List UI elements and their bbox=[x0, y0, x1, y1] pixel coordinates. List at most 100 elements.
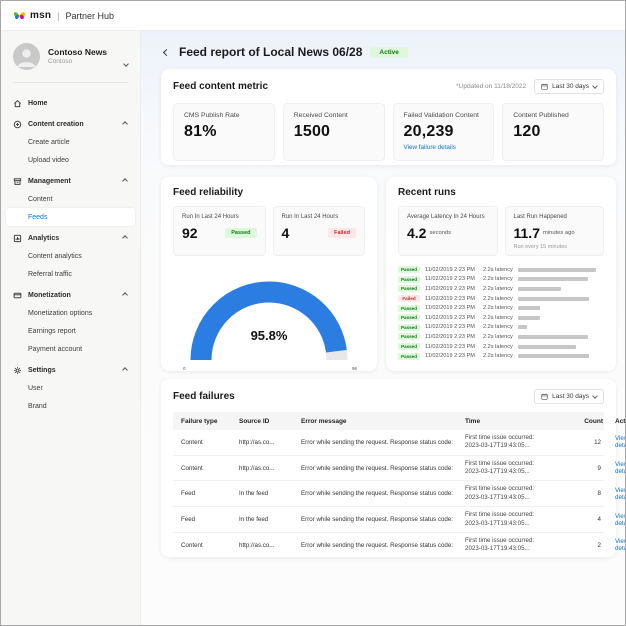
error-message: Error while sending the request. Respons… bbox=[301, 516, 454, 524]
column-header: Source ID bbox=[239, 417, 270, 425]
back-icon[interactable] bbox=[161, 47, 171, 57]
status-badge: Active bbox=[370, 46, 408, 58]
run-row[interactable]: Passed 11/02/2019 2:23 PM 2.2s latency bbox=[398, 351, 604, 361]
run-status-badge: Passed bbox=[398, 323, 420, 331]
run-row[interactable]: Passed 11/02/2019 2:23 PM 2.2s latency bbox=[398, 332, 604, 342]
updated-timestamp: *Updated on 11/18/2022 bbox=[456, 83, 527, 90]
sidebar-item-label: Content creation bbox=[28, 120, 84, 128]
gauge-max-label: 96 bbox=[351, 366, 357, 371]
plus-circle-icon bbox=[13, 120, 22, 129]
tile-value: 4 bbox=[281, 225, 290, 241]
view-details-link[interactable]: View details bbox=[615, 538, 625, 553]
failure-type: Feed bbox=[181, 490, 196, 498]
bar-chart-icon bbox=[13, 234, 22, 243]
date-range-dropdown[interactable]: Last 30 days bbox=[534, 79, 604, 94]
chevron-up-icon bbox=[122, 366, 128, 374]
sidebar-item-earnings-report[interactable]: Earnings report bbox=[1, 322, 140, 340]
sidebar-item-user[interactable]: User bbox=[1, 379, 140, 397]
org-name: Contoso News bbox=[48, 47, 108, 58]
run-row[interactable]: Passed 11/02/2019 2:23 PM 2.2s latency bbox=[398, 342, 604, 352]
run-row[interactable]: Passed 11/02/2019 2:23 PM 2.2s latency bbox=[398, 265, 604, 275]
source-id: http://as.co... bbox=[239, 438, 275, 446]
run-row[interactable]: Failed 11/02/2019 2:23 PM 2.2s latency bbox=[398, 294, 604, 304]
column-header: Failure type bbox=[181, 417, 218, 425]
tile-value: 4.2 bbox=[407, 225, 427, 241]
time-line1: First time issue occurred: bbox=[465, 459, 535, 467]
sidebar-item-settings[interactable]: Settings bbox=[1, 361, 140, 379]
sidebar-item-referral-traffic[interactable]: Referral traffic bbox=[1, 265, 140, 283]
failure-count: 4 bbox=[597, 516, 601, 524]
run-row[interactable]: Passed 11/02/2019 2:23 PM 2.2s latency bbox=[398, 323, 604, 333]
sidebar-item-content-creation[interactable]: Content creation bbox=[1, 115, 140, 133]
sidebar-item-analytics[interactable]: Analytics bbox=[1, 229, 140, 247]
time-line2: 2023-03-17T19:43:05... bbox=[465, 493, 530, 501]
run-status-badge: Passed bbox=[398, 352, 420, 360]
calendar-icon bbox=[541, 393, 548, 400]
sidebar-item-monetization[interactable]: Monetization bbox=[1, 286, 140, 304]
tile-label: Run In Last 24 Hours bbox=[281, 214, 339, 220]
view-details-link[interactable]: View details bbox=[615, 461, 625, 476]
view-failure-details-link[interactable]: View failure details bbox=[403, 144, 456, 151]
sidebar-item-monetization-options[interactable]: Monetization options bbox=[1, 304, 140, 322]
run-latency: 2.2s latency bbox=[483, 295, 513, 302]
feed-reliability-card: Feed reliability Run In Last 24 Hours 92… bbox=[161, 177, 377, 371]
run-row[interactable]: Passed 11/02/2019 2:23 PM 2.2s latency bbox=[398, 303, 604, 313]
tile-value: 92 bbox=[182, 225, 198, 241]
run-time: 11/02/2019 2:23 PM bbox=[425, 285, 475, 292]
failure-type: Content bbox=[181, 464, 203, 472]
run-time: 11/02/2019 2:23 PM bbox=[425, 333, 475, 340]
metric-value: 1500 bbox=[293, 123, 331, 140]
run-duration-bar bbox=[518, 334, 588, 339]
view-details-link[interactable]: View details bbox=[615, 512, 625, 527]
msn-butterfly-icon bbox=[13, 12, 26, 20]
run-duration-bar bbox=[518, 325, 528, 330]
org-switcher[interactable]: Contoso News Contoso bbox=[1, 31, 140, 80]
sidebar-item-payment-account[interactable]: Payment account bbox=[1, 340, 140, 358]
sidebar-item-home[interactable]: Home bbox=[1, 94, 140, 112]
run-latency: 2.2s latency bbox=[483, 305, 513, 312]
error-message: Error while sending the request. Respons… bbox=[301, 464, 454, 472]
failure-count: 12 bbox=[594, 438, 601, 446]
sidebar-item-upload-video[interactable]: Upload video bbox=[1, 151, 140, 169]
error-message: Error while sending the request. Respons… bbox=[301, 490, 454, 498]
sidebar-item-brand[interactable]: Brand bbox=[1, 397, 140, 415]
run-row[interactable]: Passed 11/02/2019 2:23 PM 2.2s latency bbox=[398, 284, 604, 294]
product-name: Partner Hub bbox=[65, 10, 115, 21]
run-row[interactable]: Passed 11/02/2019 2:23 PM 2.2s latency bbox=[398, 275, 604, 285]
run-row[interactable]: Passed 11/02/2019 2:23 PM 2.2s latency bbox=[398, 313, 604, 323]
time-line1: First time issue occurred: bbox=[465, 434, 535, 441]
chevron-up-icon bbox=[122, 234, 128, 242]
run-time: 11/02/2019 2:23 PM bbox=[425, 276, 475, 283]
avatar bbox=[13, 43, 40, 70]
sidebar-item-label: Analytics bbox=[28, 234, 60, 242]
sidebar-item-management[interactable]: Management bbox=[1, 172, 140, 190]
sidebar-item-feeds[interactable]: Feeds bbox=[6, 208, 135, 226]
date-range-dropdown[interactable]: Last 30 days bbox=[534, 389, 604, 404]
sidebar-item-label: Content analytics bbox=[28, 252, 82, 260]
section-title: Feed failures bbox=[173, 391, 235, 402]
run-status-badge: Passed bbox=[398, 266, 420, 274]
run-status-badge: Failed bbox=[398, 295, 420, 303]
sidebar-item-label: Feeds bbox=[28, 213, 48, 221]
source-id: In the feed bbox=[239, 516, 269, 524]
run-latency: 2.2s latency bbox=[483, 343, 513, 350]
home-icon bbox=[13, 99, 22, 108]
column-header: Error message bbox=[301, 417, 347, 425]
sidebar-item-content[interactable]: Content bbox=[1, 190, 140, 208]
sidebar-item-content-analytics[interactable]: Content analytics bbox=[1, 247, 140, 265]
run-status-badge: Passed bbox=[398, 343, 420, 351]
sidebar-item-create-article[interactable]: Create article bbox=[1, 133, 140, 151]
view-details-link[interactable]: View details bbox=[615, 486, 625, 501]
run-latency: 2.2s latency bbox=[483, 285, 513, 292]
error-message: Error while sending the request. Respons… bbox=[301, 438, 454, 446]
run-time: 11/02/2019 2:23 PM bbox=[425, 353, 475, 360]
sidebar-divider bbox=[13, 82, 128, 83]
calendar-icon bbox=[541, 83, 548, 90]
runs-passed-tile: Run In Last 24 Hours 92 Passed bbox=[173, 206, 266, 256]
metric-value: 120 bbox=[513, 123, 541, 140]
sidebar-item-label: Content bbox=[28, 195, 53, 203]
view-details-link[interactable]: View details bbox=[615, 435, 625, 450]
msn-logo[interactable]: msn | Partner Hub bbox=[13, 10, 114, 21]
run-list: Passed 11/02/2019 2:23 PM 2.2s latency P… bbox=[398, 265, 604, 361]
